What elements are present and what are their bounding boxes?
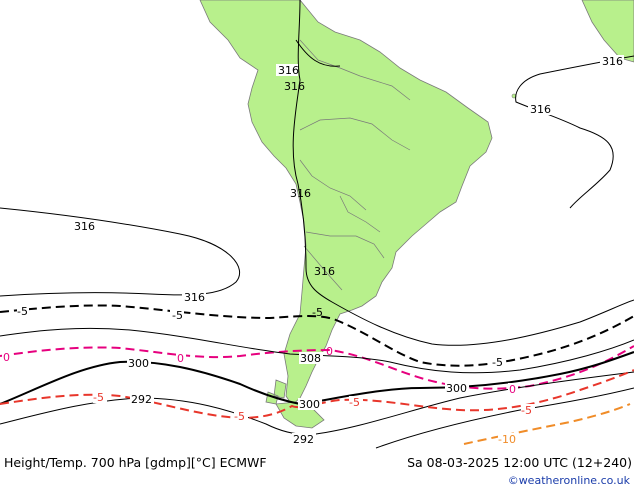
label-316-andes-south: 316 [314,265,335,278]
label-minus5-center: -5 [172,309,183,322]
label-316-atlantic: 316 [530,103,551,116]
contour-308 [0,327,634,374]
label-minus5-east: -5 [492,356,503,369]
isotherm-minus5-dashed [0,304,634,367]
footer: Height/Temp. 700 hPa [gdmp][°C] ECMWF Sa… [0,455,634,490]
label-minus5-west: -5 [17,305,28,318]
label-308: 308 [300,352,321,365]
label-316-west: 316 [74,220,95,233]
credit-link[interactable]: ©weatheronline.co.uk [507,474,630,487]
label-red-minus5-west: -5 [93,391,104,404]
label-minus5-land: -5 [312,306,323,319]
label-300-east: 300 [446,382,467,395]
label-300-center: 300 [299,398,320,411]
label-zero-west: 0 [3,351,10,364]
contour-292-lower [375,387,634,449]
label-red-minus5-center: -5 [234,410,245,423]
label-316-north-a: 316 [278,64,299,77]
label-zero-east: 0 [509,383,516,396]
label-292-west: 292 [131,393,152,406]
label-316-southwest: 316 [184,291,205,304]
weather-map: 316 316 316 316 316 316 316 316 -5 -5 -5… [0,0,634,449]
label-300-west: 300 [128,357,149,370]
label-zero-center: 0 [177,352,184,365]
label-minus10: -10 [498,433,516,446]
label-red-minus5-east: -5 [521,404,532,417]
isotherm-minus10 [463,403,631,445]
valid-time: Sa 08-03-2025 12:00 UTC (12+240) [407,455,632,470]
label-292-south: 292 [293,433,314,446]
label-zero-land: 0 [326,345,333,358]
label-316-east: 316 [602,55,623,68]
label-316-andes: 316 [290,187,311,200]
label-316-north-b: 316 [284,80,305,93]
southern-islands [265,379,287,405]
label-red-minus5-land: -5 [349,396,360,409]
south-america-landmass [199,0,493,406]
country-borders [299,39,411,291]
chart-title: Height/Temp. 700 hPa [gdmp][°C] ECMWF [4,455,267,470]
